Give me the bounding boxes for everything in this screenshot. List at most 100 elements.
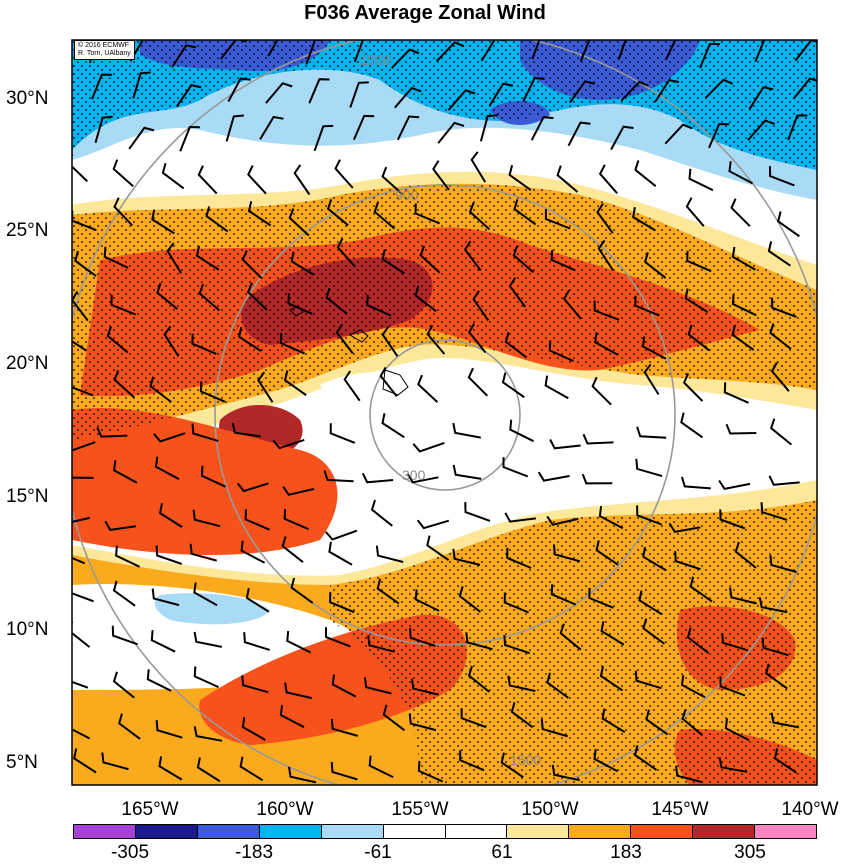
wind-barb [522, 77, 545, 102]
wind-barb [113, 370, 135, 398]
wind-barb [101, 752, 129, 771]
wind-barb [551, 764, 580, 782]
wind-barb [382, 704, 406, 732]
ring-labels: 300 900 1500 1500 [360, 52, 541, 768]
wind-barb [326, 198, 349, 227]
wind-barb [723, 382, 749, 404]
wind-barb [544, 375, 569, 400]
wind-barb [247, 165, 267, 195]
wind-barb [72, 153, 88, 183]
wind-barb [171, 44, 197, 68]
wind-barb [267, 40, 279, 57]
wind-barb [459, 750, 485, 772]
wind-barb [728, 161, 753, 185]
wind-barb [680, 476, 711, 490]
wind-barb [366, 295, 392, 317]
wind-barb [596, 203, 614, 234]
wind-barb [597, 239, 614, 271]
wind-barb [468, 202, 491, 231]
wind-barb [530, 116, 554, 141]
wind-barb [765, 663, 788, 690]
wind-barb [467, 665, 490, 693]
wind-barb [259, 115, 284, 140]
wind-barb [158, 756, 183, 781]
wind-barb [246, 282, 268, 311]
wind-barb [452, 422, 481, 439]
wind-barb [620, 80, 649, 102]
colorbar-label-1: -305 [110, 842, 150, 863]
wind-barb [308, 78, 330, 104]
wind-barb [718, 479, 751, 491]
wind-barb [760, 502, 788, 521]
wind-barb [349, 81, 369, 108]
wind-barb [282, 485, 315, 496]
wind-barb [112, 671, 135, 699]
wind-barb [417, 374, 439, 403]
wind-barb [550, 249, 576, 272]
wind-barb [200, 465, 226, 488]
wind-barb [681, 708, 704, 737]
wind-barb [501, 372, 525, 399]
wind-barb [758, 597, 788, 614]
wind-barb [375, 545, 404, 563]
wind-barb [680, 674, 706, 699]
wind-barb [103, 246, 129, 269]
wind-barb [290, 577, 314, 604]
plot-area [72, 40, 817, 785]
credit-box: © 2016 ECMWF R. Torn, UAlbany [74, 40, 135, 60]
wind-barb [411, 678, 439, 696]
wind-barb [412, 441, 445, 453]
wind-barb [472, 290, 490, 322]
colorbar-cell [755, 825, 817, 838]
wind-barb [787, 114, 808, 141]
wind-barb [257, 371, 274, 403]
wind-barb [96, 427, 128, 438]
wind-barb [731, 324, 755, 351]
wind-barb [132, 71, 151, 99]
wind-barb [544, 209, 571, 230]
ring-label-300: 300 [402, 467, 426, 483]
wind-barb [368, 755, 394, 778]
wind-barb [540, 719, 568, 738]
wind-barb [192, 509, 221, 528]
wind-barb [149, 376, 172, 403]
wind-barb [158, 503, 183, 528]
wind-barb [770, 418, 793, 446]
lon-label-165w: 165°W [121, 799, 179, 820]
wind-barb [175, 83, 202, 108]
wind-barb [567, 121, 591, 147]
wind-barb [598, 505, 624, 530]
colorbar-cell [569, 825, 632, 838]
wind-barb [199, 381, 226, 403]
wind-barb [225, 114, 244, 142]
south-west-red-jet [72, 408, 338, 555]
wind-barb [617, 40, 627, 60]
wind-barb [636, 505, 662, 526]
wind-barb [241, 675, 269, 694]
lat-label-10n: 10°N [6, 619, 49, 640]
wind-barb [769, 554, 797, 573]
wind-barb [279, 332, 306, 355]
wind-barb [502, 457, 529, 478]
wind-barb [193, 631, 222, 648]
wind-barb [465, 632, 493, 651]
wind-barb [467, 367, 489, 397]
wind-barb [72, 516, 91, 523]
wind-barb [189, 543, 217, 562]
wind-barb [642, 618, 665, 645]
wind-barb [467, 323, 487, 354]
wind-barb [336, 238, 356, 268]
wind-barb [581, 473, 613, 485]
wind-barb [396, 115, 420, 141]
wind-barb [247, 201, 272, 227]
wind-barb [643, 363, 660, 395]
wind-barb [417, 760, 444, 783]
wind-barb [325, 529, 358, 541]
wind-barb [191, 333, 217, 355]
wind-barb [668, 522, 701, 534]
wind-barb [719, 676, 746, 697]
wind-barb [154, 456, 180, 480]
ring-label-1500: 1500 [360, 52, 391, 68]
wind-barb [664, 123, 693, 145]
